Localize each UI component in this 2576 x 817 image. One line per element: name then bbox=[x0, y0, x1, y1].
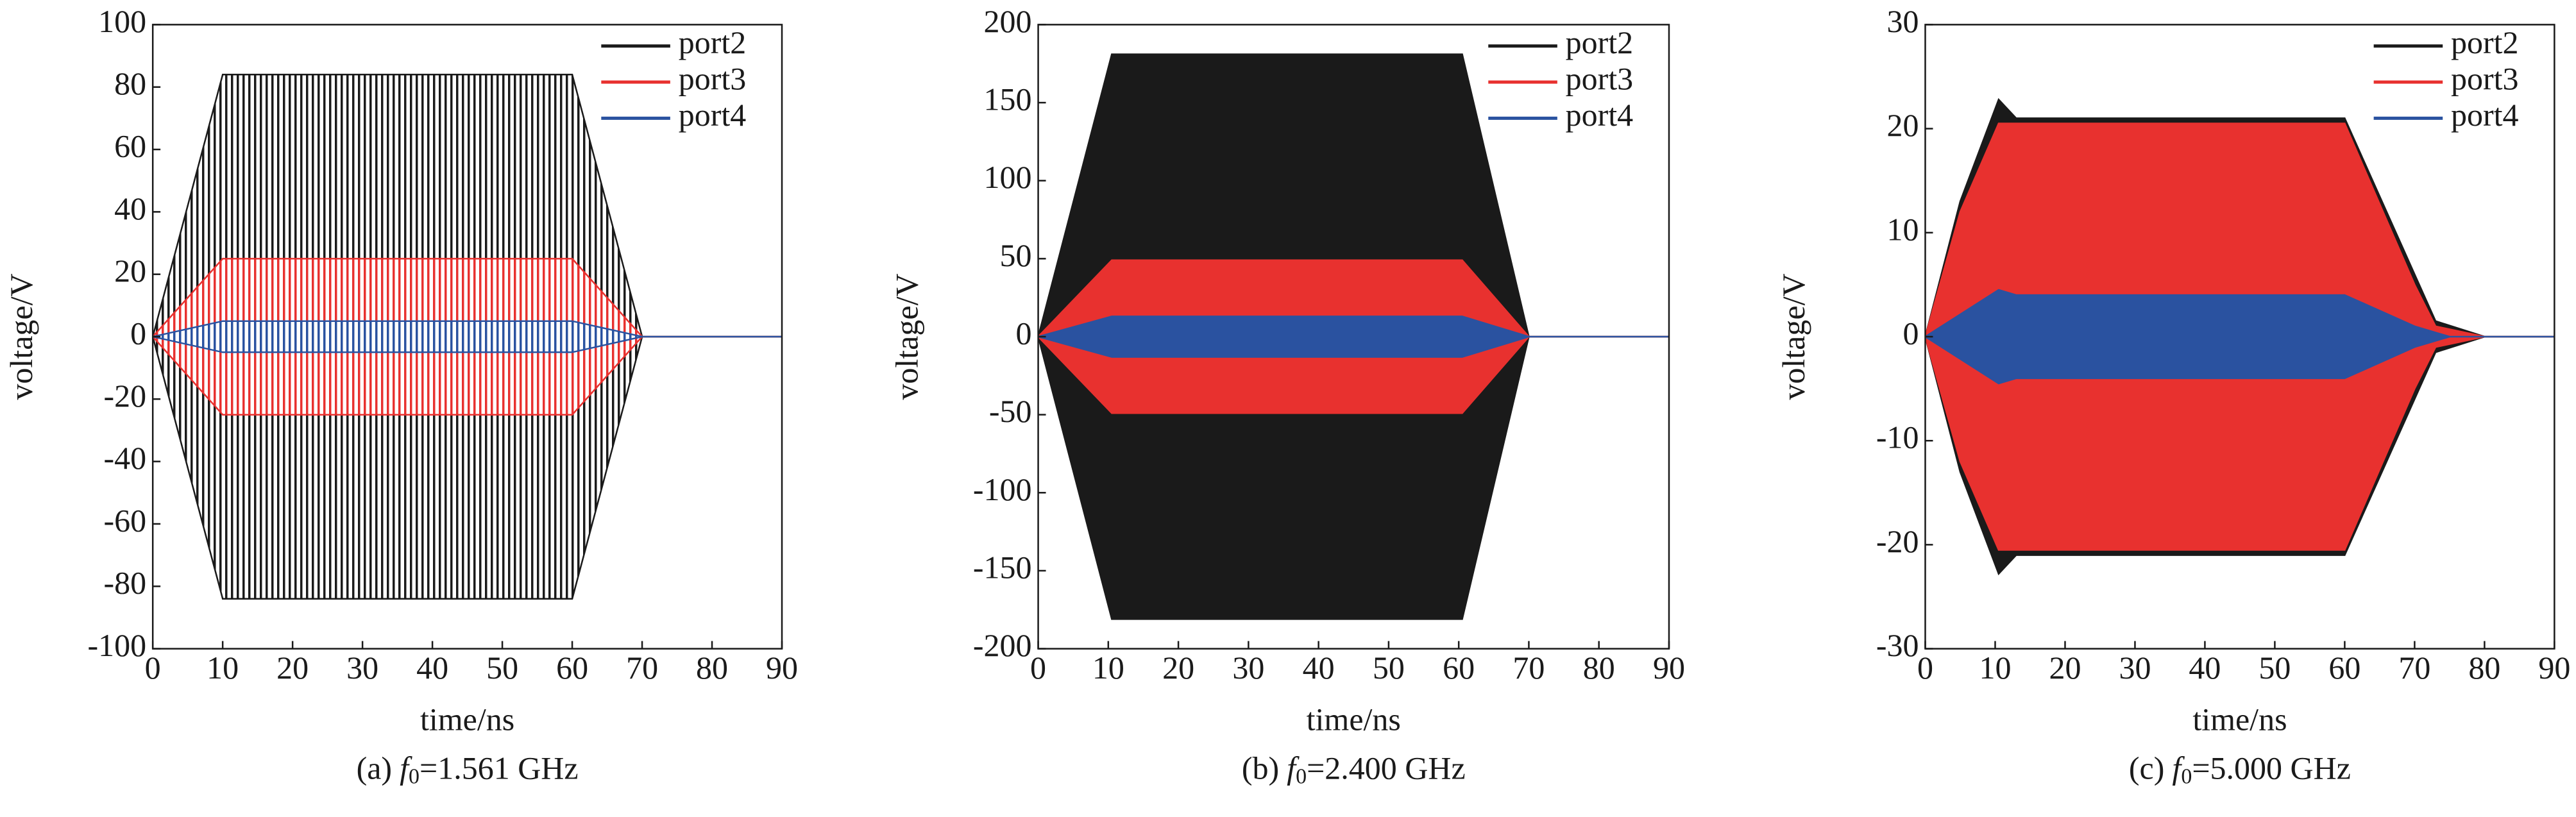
y-tick-label: -50 bbox=[989, 393, 1032, 429]
panel: -100 -80 -60 -40 -20 0 20 40 60 80 100 0 10 20 30 40 50 6… bbox=[3, 3, 798, 789]
y-axis-label: voltage/V bbox=[1775, 273, 1811, 400]
y-tick-label: -80 bbox=[104, 565, 147, 601]
y-axis-label: voltage/V bbox=[888, 273, 924, 400]
x-tick-label: 20 bbox=[276, 650, 309, 686]
y-tick-label: 200 bbox=[984, 3, 1032, 39]
y-tick-label: -10 bbox=[1876, 419, 1919, 455]
caption-subscript: 0 bbox=[2181, 764, 2192, 788]
x-axis-label: time/ns bbox=[420, 701, 514, 737]
y-tick-label: 20 bbox=[1886, 107, 1919, 143]
x-tick-label: 80 bbox=[2468, 650, 2500, 686]
caption-text: =2.400 GHz bbox=[1307, 750, 1466, 786]
y-tick-label: -200 bbox=[973, 627, 1032, 663]
x-tick-label: 40 bbox=[416, 650, 448, 686]
x-tick-label: 50 bbox=[2258, 650, 2291, 686]
caption-text: =5.000 GHz bbox=[2192, 750, 2351, 786]
caption: (b) f0=2.400 GHz bbox=[1242, 750, 1466, 788]
y-tick-label: 20 bbox=[114, 253, 146, 289]
x-tick-label: 0 bbox=[1030, 650, 1046, 686]
y-tick-label: -150 bbox=[973, 549, 1032, 585]
caption: (c) f0=5.000 GHz bbox=[2129, 750, 2351, 788]
signal-envelope bbox=[1925, 289, 2555, 385]
panel: -200 -150 -100 -50 0 50 100 150 200 0 10 20 30 40 50 60… bbox=[888, 3, 1685, 789]
x-tick-label: 10 bbox=[207, 650, 239, 686]
x-tick-label: 70 bbox=[2398, 650, 2430, 686]
y-tick-label: 0 bbox=[1902, 315, 1919, 351]
caption-subscript: 0 bbox=[1296, 764, 1307, 788]
y-tick-label: 30 bbox=[1886, 3, 1919, 39]
legend-label: port4 bbox=[1566, 97, 1634, 133]
x-tick-label: 10 bbox=[1092, 650, 1124, 686]
x-tick-label: 30 bbox=[1232, 650, 1264, 686]
x-tick-label: 50 bbox=[1373, 650, 1405, 686]
x-tick-label: 60 bbox=[1443, 650, 1475, 686]
y-tick-label: 60 bbox=[114, 128, 146, 164]
x-tick-label: 10 bbox=[1979, 650, 2011, 686]
x-tick-label: 70 bbox=[626, 650, 658, 686]
y-tick-label: 50 bbox=[1000, 237, 1032, 273]
y-tick-label: -40 bbox=[104, 440, 147, 476]
legend-label: port2 bbox=[1566, 24, 1634, 60]
x-tick-label: 0 bbox=[145, 650, 161, 686]
x-tick-label: 60 bbox=[556, 650, 588, 686]
x-tick-label: 40 bbox=[1303, 650, 1335, 686]
y-tick-label: 100 bbox=[984, 159, 1032, 195]
caption-prefix: (b) bbox=[1242, 750, 1279, 786]
x-tick-label: 80 bbox=[1583, 650, 1615, 686]
y-tick-label: 40 bbox=[114, 190, 146, 226]
legend-label: port2 bbox=[2451, 24, 2519, 60]
x-axis-label: time/ns bbox=[1307, 701, 1401, 737]
plot-area bbox=[1038, 53, 1669, 620]
y-tick-label: -20 bbox=[104, 378, 147, 414]
x-tick-label: 40 bbox=[2189, 650, 2221, 686]
legend-label: port4 bbox=[679, 97, 747, 133]
signal-envelope bbox=[153, 320, 782, 353]
plot-area bbox=[153, 74, 782, 600]
x-tick-label: 0 bbox=[1917, 650, 1933, 686]
caption-subscript: 0 bbox=[409, 764, 419, 788]
x-tick-label: 50 bbox=[486, 650, 518, 686]
legend-label: port3 bbox=[679, 61, 747, 97]
y-tick-label: -20 bbox=[1876, 523, 1919, 559]
x-tick-label: 90 bbox=[2538, 650, 2570, 686]
y-axis-label: voltage/V bbox=[3, 273, 39, 400]
legend-label: port2 bbox=[679, 24, 747, 60]
caption-prefix: (c) bbox=[2129, 750, 2165, 786]
x-tick-label: 80 bbox=[696, 650, 728, 686]
x-tick-label: 70 bbox=[1513, 650, 1545, 686]
x-tick-label: 20 bbox=[1162, 650, 1194, 686]
plot-area bbox=[1925, 97, 2555, 576]
x-axis-label: time/ns bbox=[2192, 701, 2287, 737]
legend-label: port3 bbox=[2451, 61, 2519, 97]
y-tick-label: 150 bbox=[984, 81, 1032, 117]
x-tick-label: 20 bbox=[2049, 650, 2081, 686]
y-tick-label: 80 bbox=[114, 65, 146, 101]
x-tick-label: 60 bbox=[2328, 650, 2360, 686]
y-tick-label: 100 bbox=[98, 3, 146, 39]
y-tick-label: -100 bbox=[88, 627, 147, 663]
caption: (a) f0=1.561 GHz bbox=[357, 750, 579, 788]
caption-text: =1.561 GHz bbox=[419, 750, 579, 786]
y-tick-label: 0 bbox=[130, 315, 146, 351]
y-tick-label: 0 bbox=[1016, 315, 1032, 351]
signal-envelope bbox=[1038, 316, 1669, 358]
y-tick-label: 10 bbox=[1886, 211, 1919, 247]
legend-label: port3 bbox=[1566, 61, 1634, 97]
y-tick-label: -60 bbox=[104, 502, 147, 538]
x-tick-label: 30 bbox=[346, 650, 378, 686]
panel: -30 -20 -10 0 10 20 30 0 10 20 30 40 50 60 70 80 90 time/… bbox=[1775, 3, 2570, 789]
caption-prefix: (a) bbox=[357, 750, 393, 786]
x-tick-label: 30 bbox=[2119, 650, 2151, 686]
y-tick-label: -30 bbox=[1876, 627, 1919, 663]
x-tick-label: 90 bbox=[1653, 650, 1685, 686]
y-tick-label: -100 bbox=[973, 471, 1032, 507]
legend-label: port4 bbox=[2451, 97, 2519, 133]
x-tick-label: 90 bbox=[766, 650, 798, 686]
